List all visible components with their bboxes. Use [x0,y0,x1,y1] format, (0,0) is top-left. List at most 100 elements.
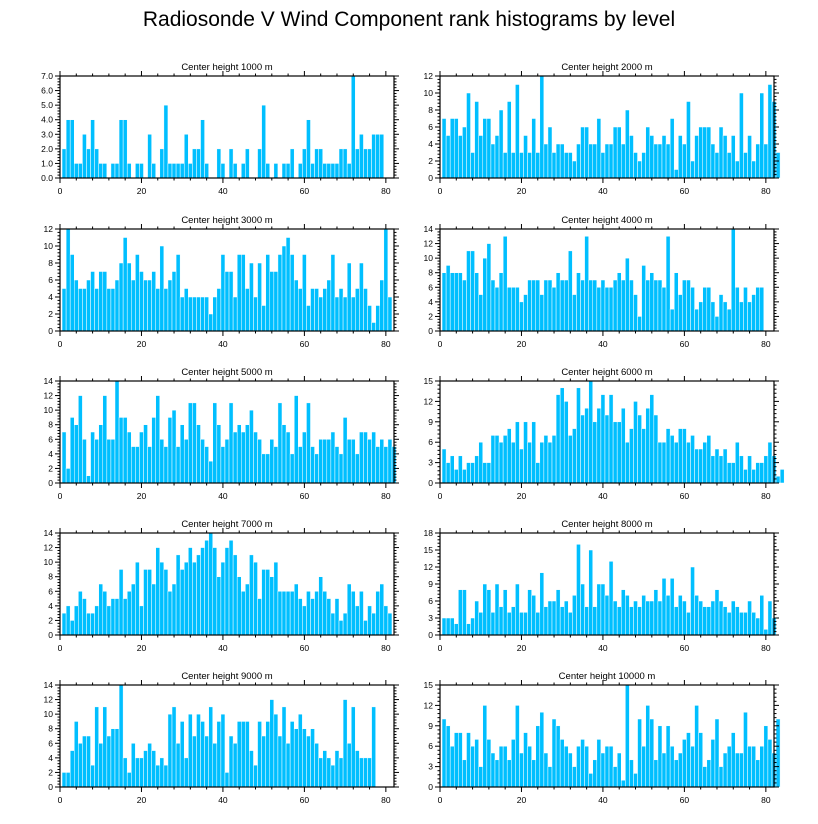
x-tick-label: 40 [218,491,228,501]
histogram-bar [188,402,193,484]
histogram-bar [690,160,695,179]
y-tick-label: 6 [428,596,433,606]
histogram-bar [739,612,744,636]
y-tick-label: 3 [428,762,433,772]
histogram-bar [220,713,226,788]
histogram-bar [454,623,459,636]
x-tick-label: 40 [218,795,228,805]
histogram-bar [511,739,516,788]
histogram-bar [559,143,565,179]
histogram-bar [61,148,67,179]
histogram-bar [653,279,659,332]
histogram-bar [547,279,553,332]
histogram-bar [338,757,344,788]
histogram-bar [306,119,311,179]
histogram-bar [563,600,569,636]
histogram-bar [98,271,104,332]
histogram-bar [86,475,91,484]
y-tick-label: 4 [48,753,53,763]
histogram-bar [330,163,336,179]
histogram-bar [735,160,740,179]
histogram-bar [592,143,598,179]
histogram-bar [519,152,524,179]
x-tick-label: 40 [598,339,608,349]
histogram-bar [449,118,455,179]
histogram-bar [466,623,471,636]
histogram-bar [763,725,769,788]
histogram-bar [576,143,581,179]
histogram-bar [224,439,230,484]
histogram-bar [747,455,752,484]
x-tick-label: 20 [517,643,527,653]
histogram-bar [559,279,565,332]
histogram-bar [273,446,279,484]
histogram-bar [572,766,577,788]
histogram-bar [110,439,116,484]
histogram-bar [78,743,83,788]
histogram-bar [686,101,691,179]
histogram-bar [678,135,683,179]
histogram-bar [147,134,152,179]
histogram-bar [155,547,161,636]
histogram-bar [143,750,148,788]
histogram-bar [106,735,112,788]
histogram-bar [204,446,209,484]
histogram-bar [74,721,79,788]
histogram-bar [82,598,87,636]
chart-main-title: Radiosonde V Wind Component rank histogr… [142,8,676,31]
histogram-bar [310,163,315,179]
histogram-bar [694,135,699,179]
histogram-bar [171,706,177,788]
histogram-bar [241,254,246,332]
histogram-bar [543,143,549,179]
histogram-bar [669,435,675,484]
histogram-bar [588,773,593,788]
histogram-bar [314,591,319,636]
histogram-bar [265,721,271,788]
histogram-bar [458,589,463,636]
histogram-bar [698,732,703,788]
x-tick-label: 0 [58,491,63,501]
histogram-bar [269,699,275,788]
y-tick-label: 3.0 [41,129,53,139]
histogram-bar [212,743,218,788]
y-tick-label: 9 [428,721,433,731]
histogram-bar [572,160,577,179]
histogram-bar [241,721,246,788]
histogram-bar [253,561,258,636]
histogram-bar [147,446,152,484]
histogram-bar [710,600,716,636]
histogram-bar [600,394,606,484]
histogram-bar [318,148,323,179]
histogram-bar [612,600,618,636]
histogram-bar [527,745,532,788]
histogram-bar [482,118,488,179]
y-tick-label: 12 [44,224,54,234]
histogram-bar [441,718,447,788]
histogram-bar [466,250,471,332]
y-tick-label: 2.0 [41,144,53,154]
histogram-bar [470,152,475,179]
histogram-bar [163,764,169,788]
histogram-bar [253,431,258,484]
histogram-bar [143,279,148,332]
histogram-bar [350,591,356,636]
histogram-bar [61,288,67,332]
histogram-bar [265,254,271,332]
histogram-bar [527,441,532,484]
y-tick-label: 14 [424,224,434,234]
histogram-bar [678,428,683,484]
histogram-bar [298,163,303,179]
histogram-bar [379,134,385,179]
x-tick-label: 60 [680,643,690,653]
histogram-bar [555,143,561,179]
histogram-bar [78,163,83,179]
histogram-bar [576,745,581,788]
histogram-bar [511,441,516,484]
histogram-bar [641,265,646,332]
histogram-bar [175,254,181,332]
histogram-bar [763,455,769,484]
histogram-bar [462,589,467,636]
histogram-bar [645,705,651,788]
y-tick-label: 0.0 [41,173,53,183]
